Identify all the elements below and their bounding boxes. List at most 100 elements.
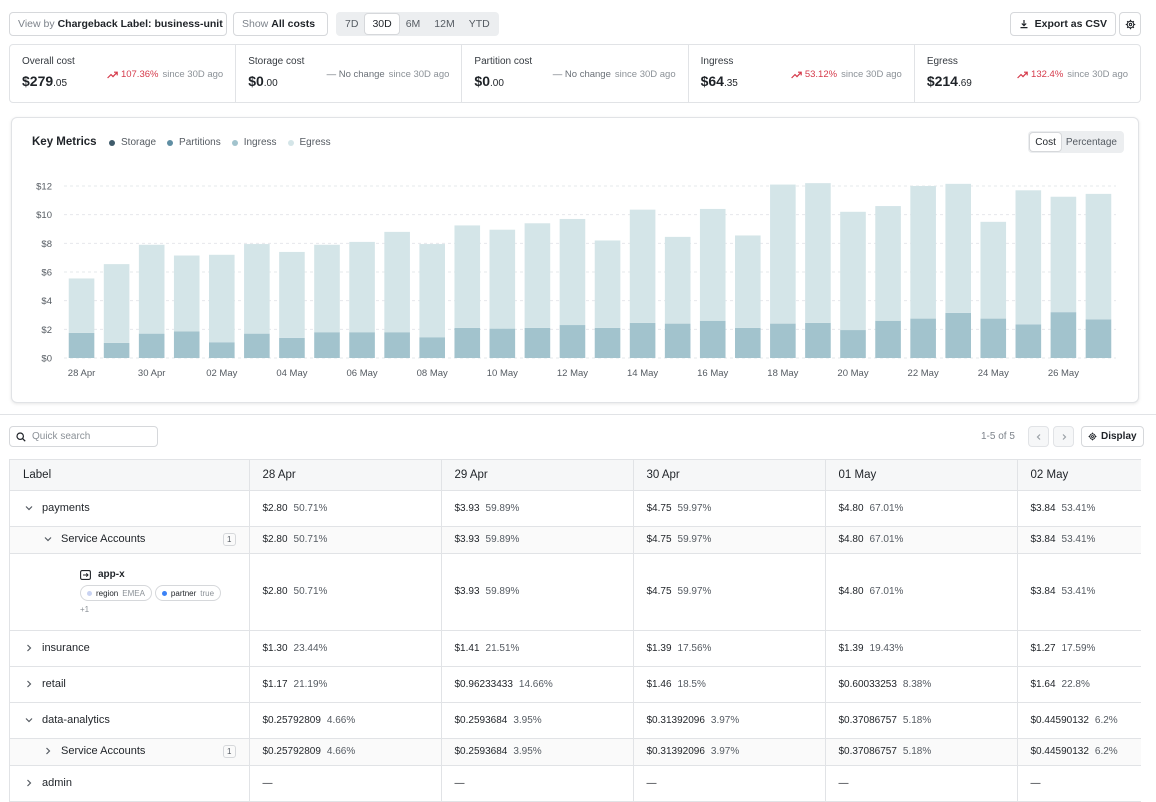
stat-dollars: $0 [248,73,264,89]
bar-ingress[interactable] [314,332,340,358]
x-tick-label: 30 Apr [138,368,165,379]
view-by-dropdown[interactable]: View by Chargeback Label: business-unit [9,12,227,36]
bar-ingress[interactable] [138,333,165,358]
export-csv-button[interactable]: Export as CSV [1009,12,1116,36]
next-page-button[interactable] [1053,426,1074,447]
bar-egress[interactable] [664,236,691,324]
bar-ingress[interactable] [559,325,586,358]
bar-egress[interactable] [945,183,971,313]
bar-ingress[interactable] [1050,312,1077,358]
column-header-date: 29 Apr [441,460,634,491]
bar-egress[interactable] [68,278,95,333]
bar-ingress[interactable] [770,323,796,358]
bar-egress[interactable] [103,264,130,343]
y-tick-label: $12 [36,182,52,193]
bar-egress[interactable] [805,183,831,323]
bar-egress[interactable] [349,241,375,333]
bar-egress[interactable] [384,231,410,333]
bar-ingress[interactable] [840,330,866,358]
bar-ingress[interactable] [384,332,410,358]
bar-egress[interactable] [875,206,901,321]
bar-ingress[interactable] [629,322,656,358]
tag-chip[interactable]: partner true [154,585,222,601]
toggle-percentage[interactable]: Percentage [1065,136,1117,148]
table-row[interactable]: retail $1.17 21.19% $0.96233433 14.66% $1.46 1… [10,666,1141,703]
bar-egress[interactable] [699,208,726,321]
bar-egress[interactable] [910,186,936,319]
search-input[interactable] [32,431,152,442]
legend-item[interactable]: Ingress [231,137,277,148]
bar-egress[interactable] [279,251,305,338]
table-row[interactable]: Service Accounts 1 $2.80 50.71% $3.93 59.89% $… [10,526,1141,554]
bar-egress[interactable] [629,209,656,323]
cost-value: — [262,777,273,789]
bar-ingress[interactable] [980,318,1007,358]
range-option-ytd[interactable]: YTD [468,18,490,30]
bar-egress[interactable] [524,223,551,328]
legend-item[interactable]: Egress [287,137,331,148]
toggle-cost[interactable]: Cost [1030,133,1061,151]
range-option-7d[interactable]: 7D [345,18,359,30]
more-tags[interactable]: +1 [80,605,90,614]
bar-egress[interactable] [1015,190,1042,325]
tag-chip[interactable]: region EMEA [80,585,152,601]
bar-ingress[interactable] [209,342,235,358]
range-option-12m[interactable]: 12M [434,18,455,30]
settings-button[interactable] [1119,12,1141,36]
bar-egress[interactable] [454,225,481,328]
bar-egress[interactable] [1050,196,1077,313]
legend-item[interactable]: Storage [109,137,156,148]
bar-egress[interactable] [209,254,235,343]
bar-egress[interactable] [840,211,866,331]
bar-egress[interactable] [1085,193,1112,320]
bar-ingress[interactable] [805,322,831,358]
bar-egress[interactable] [244,244,270,334]
bar-ingress[interactable] [279,337,305,358]
bar-ingress[interactable] [419,337,445,358]
cost-value: $0.25792809 [262,746,321,757]
change-none: — No change [552,69,611,80]
bar-ingress[interactable] [244,333,270,358]
bar-egress[interactable] [770,184,796,324]
bar-egress[interactable] [559,218,586,326]
bar-ingress[interactable] [699,320,726,358]
range-option-6m[interactable]: 6M [405,18,421,30]
table-row[interactable]: insurance $1.30 23.44% $1.41 21.51% $1.39 17.5… [10,630,1141,667]
cost-percent: 50.71% [293,534,328,545]
bar-egress[interactable] [489,229,516,329]
bar-egress[interactable] [314,244,340,333]
bar-ingress[interactable] [664,323,691,358]
quick-search[interactable] [9,426,158,447]
bar-ingress[interactable] [489,328,516,358]
bar-ingress[interactable] [735,327,761,358]
table-row[interactable]: payments $2.80 50.71% $3.93 59.89% $4.75 59.97… [10,490,1141,527]
previous-page-button[interactable] [1028,426,1049,447]
bar-egress[interactable] [735,235,761,328]
bar-ingress[interactable] [524,327,551,358]
bar-egress[interactable] [419,244,445,338]
bar-ingress[interactable] [1085,319,1112,358]
bar-ingress[interactable] [910,318,936,358]
bar-egress[interactable] [138,244,165,334]
bar-ingress[interactable] [1015,324,1042,358]
bar-egress[interactable] [173,255,200,332]
bar-egress[interactable] [594,240,621,328]
table-row[interactable]: admin — — — — — [10,765,1141,802]
cost-cell: $0.44590132 6.2% [1017,702,1141,739]
bar-ingress[interactable] [945,312,971,358]
bar-ingress[interactable] [594,327,621,358]
table-row[interactable]: data-analytics $0.25792809 4.66% $0.2593684… [10,702,1141,739]
bar-ingress[interactable] [349,332,375,358]
range-option-30d[interactable]: 30D [365,14,399,34]
bar-ingress[interactable] [103,342,130,358]
bar-ingress[interactable] [173,331,200,358]
table-row[interactable]: app-x region EMEA partner true +1 $2.80 50.… [10,553,1141,631]
bar-ingress[interactable] [875,320,901,358]
table-row[interactable]: Service Accounts 1 $0.25792809 4.66% $0.2593… [10,738,1141,766]
show-dropdown[interactable]: Show All costs [233,12,328,36]
display-button[interactable]: Display [1081,426,1144,447]
bar-ingress[interactable] [454,327,481,358]
bar-ingress[interactable] [68,332,95,358]
bar-egress[interactable] [980,221,1007,319]
legend-item[interactable]: Partitions [167,137,221,148]
